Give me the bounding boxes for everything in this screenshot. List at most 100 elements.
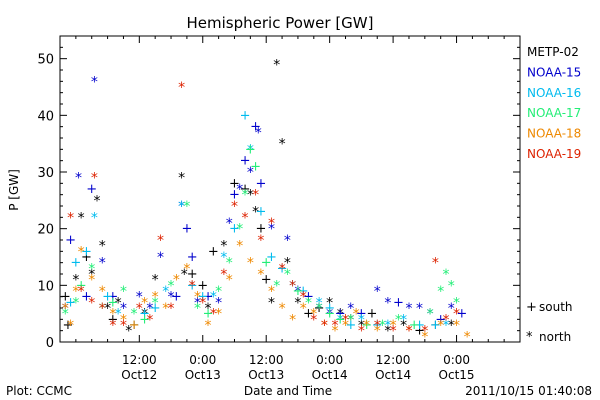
- data-point: *: [289, 278, 296, 294]
- data-point: +: [435, 312, 446, 327]
- data-point: *: [62, 307, 69, 323]
- data-point: *: [72, 284, 79, 300]
- data-point: *: [300, 290, 307, 306]
- data-point: *: [342, 318, 349, 334]
- data-point: +: [261, 273, 272, 288]
- data-point: +: [250, 120, 261, 135]
- x-tick-time-label: 12:00: [376, 353, 411, 367]
- data-point: *: [236, 239, 243, 255]
- marker-legend-symbol: +: [526, 300, 537, 315]
- data-point: *: [88, 273, 95, 289]
- data-point: *: [421, 324, 428, 340]
- data-point: *: [67, 210, 74, 226]
- data-point: *: [374, 318, 381, 334]
- data-point: *: [358, 312, 365, 328]
- data-point: +: [81, 250, 92, 265]
- data-point: *: [400, 318, 407, 334]
- data-point: +: [203, 290, 214, 305]
- legend-item: NOAA-17: [527, 106, 581, 120]
- data-point: *: [189, 278, 196, 294]
- data-point: *: [173, 273, 180, 289]
- x-tick-time-label: 0:00: [316, 353, 343, 367]
- data-point: *: [405, 324, 412, 340]
- data-point: *: [331, 318, 338, 334]
- x-tick-date-label: Oct13: [248, 368, 284, 382]
- data-point: *: [358, 318, 365, 334]
- data-point: *: [120, 312, 127, 328]
- data-points: ++**+****+**+****++*+ *+ +**++*****+ + ** * *+…: [60, 57, 471, 345]
- data-point: *: [273, 278, 280, 294]
- data-point: *: [94, 193, 101, 209]
- data-point: *: [75, 171, 82, 187]
- data-point: *: [99, 284, 106, 300]
- x-tick-date-label: Oct15: [439, 368, 475, 382]
- data-point: +: [62, 318, 73, 333]
- data-point: *: [210, 290, 217, 306]
- data-point: *: [199, 295, 206, 311]
- data-point: *: [168, 278, 175, 294]
- data-point: *: [326, 307, 333, 323]
- timestamp: 2011/10/15 01:40:08: [465, 384, 592, 398]
- data-point: +: [229, 176, 240, 191]
- data-point: *: [442, 267, 449, 283]
- data-point: *: [220, 267, 227, 283]
- data-point: *: [88, 267, 95, 283]
- y-tick-label: 50: [37, 53, 54, 68]
- data-point: *: [109, 318, 116, 334]
- data-point: *: [215, 307, 222, 323]
- x-tick-date-label: Oct14: [312, 368, 348, 382]
- data-point: *: [321, 318, 328, 334]
- data-point: *: [220, 239, 227, 255]
- data-point: *: [247, 188, 254, 204]
- data-point: *: [146, 301, 153, 317]
- data-point: +: [414, 318, 425, 333]
- data-point: *: [91, 171, 98, 187]
- y-tick-label: 40: [37, 109, 54, 124]
- data-point: +: [255, 222, 266, 237]
- data-point: *: [347, 301, 354, 317]
- data-point: +: [277, 261, 288, 276]
- data-point: *: [247, 142, 254, 158]
- data-point: *: [178, 171, 185, 187]
- data-point: *: [268, 222, 275, 238]
- legend: METP-02 NOAA-15 NOAA-16 NOAA-17 NOAA-18 NOAA-…: [527, 45, 581, 161]
- data-point: *: [152, 295, 159, 311]
- data-point: *: [453, 318, 460, 334]
- data-point: *: [109, 307, 116, 323]
- data-point: +: [187, 250, 198, 265]
- data-point: *: [437, 284, 444, 300]
- data-point: *: [353, 307, 360, 323]
- data-point: *: [67, 318, 74, 334]
- data-point: *: [464, 329, 471, 345]
- data-point: *: [300, 301, 307, 317]
- data-point: +: [298, 284, 309, 299]
- data-point: *: [72, 295, 79, 311]
- data-point: *: [125, 324, 132, 340]
- data-point: +: [324, 307, 335, 322]
- data-point: +: [181, 222, 192, 237]
- data-point: +: [367, 307, 378, 322]
- data-point: *: [337, 312, 344, 328]
- data-point: +: [229, 222, 240, 237]
- data-point: *: [88, 261, 95, 277]
- data-point: *: [62, 301, 69, 317]
- data-point: *: [337, 307, 344, 323]
- data-point: *: [395, 312, 402, 328]
- data-point: *: [257, 233, 264, 249]
- chart-title: Hemispheric Power [GW]: [187, 14, 374, 32]
- data-point: *: [257, 267, 264, 283]
- data-point: *: [374, 324, 381, 340]
- data-point: *: [405, 324, 412, 340]
- data-point: +: [356, 307, 367, 322]
- x-tick-time-label: 0:00: [189, 353, 216, 367]
- data-point: *: [231, 199, 238, 215]
- plot-credit: Plot: CCMC: [6, 384, 72, 398]
- x-tick-time-label: 0:00: [443, 353, 470, 367]
- data-point: +: [409, 318, 420, 333]
- data-point: *: [347, 312, 354, 328]
- data-point: *: [91, 74, 98, 90]
- data-point: *: [384, 324, 391, 340]
- data-point: *: [284, 256, 291, 272]
- data-point: +: [393, 295, 404, 310]
